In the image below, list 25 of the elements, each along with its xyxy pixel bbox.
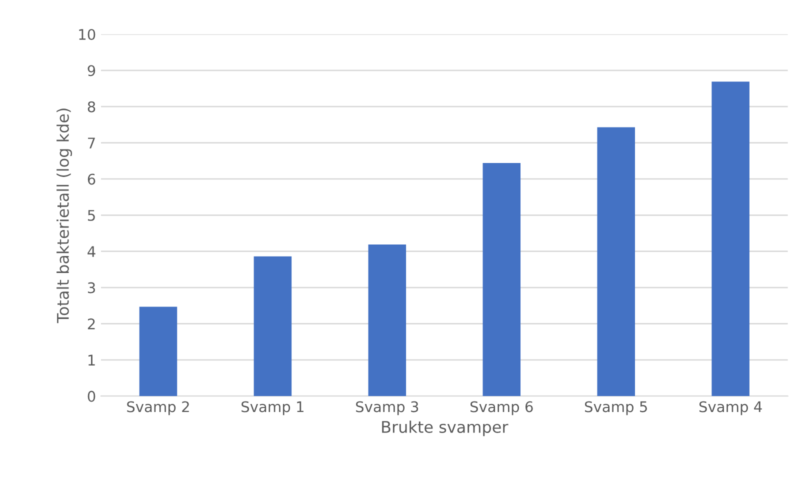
y-tick-label: 3 xyxy=(88,282,95,294)
bar xyxy=(597,127,635,396)
x-tick-label: Svamp 3 xyxy=(356,401,418,416)
y-tick-label: 2 xyxy=(88,318,95,330)
bar xyxy=(712,82,750,396)
y-tick-label: 8 xyxy=(88,101,96,112)
x-tick-label: Svamp 5 xyxy=(584,401,647,416)
y-tick-label: 0 xyxy=(88,390,96,402)
bar xyxy=(139,306,178,396)
bar xyxy=(254,256,292,396)
y-tick-label: 6 xyxy=(88,174,96,185)
x-tick-label: Svamp 1 xyxy=(242,401,304,416)
x-tick-label: Svamp 6 xyxy=(470,401,533,416)
x-tick-label: Svamp 2 xyxy=(127,401,189,416)
x-axis-title: Brukte svamper xyxy=(382,420,508,436)
y-axis-title: Totalt bakterietall (log kde) xyxy=(56,108,72,324)
y-tick-label: 10 xyxy=(79,28,96,40)
y-tick-label: 5 xyxy=(88,210,95,221)
y-tick-label: 1 xyxy=(88,354,95,366)
y-tick-label: 7 xyxy=(88,138,95,148)
x-tick-label: Svamp 4 xyxy=(699,401,762,416)
y-tick-label: 4 xyxy=(88,246,96,257)
y-tick-label: 9 xyxy=(88,65,96,76)
bar xyxy=(368,244,406,396)
bar xyxy=(482,163,521,396)
